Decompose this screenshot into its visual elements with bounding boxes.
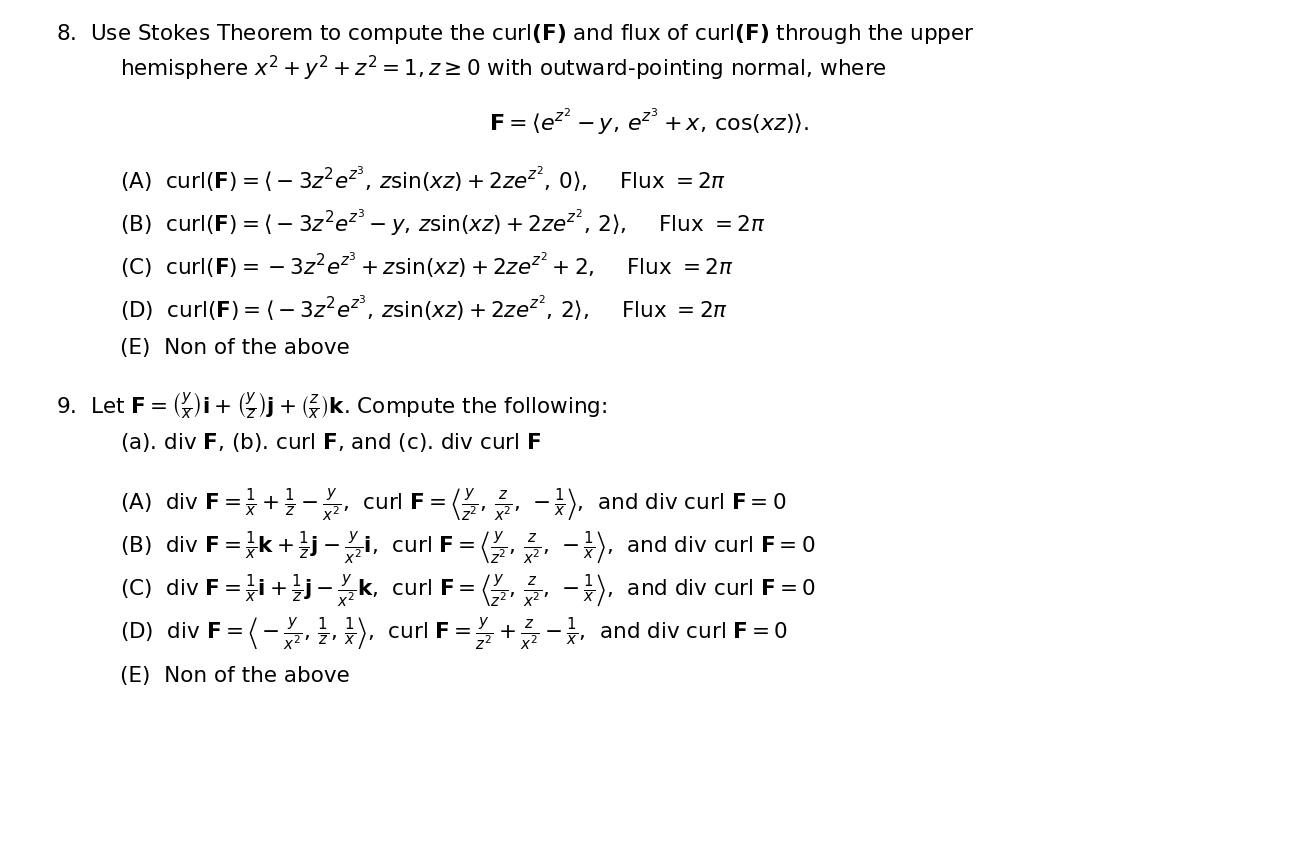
Text: (A)  div $\mathbf{F} = \frac{1}{x} + \frac{1}{z} - \frac{y}{x^2}$,  curl $\mathb: (A) div $\mathbf{F} = \frac{1}{x} + \fra… <box>121 486 787 524</box>
Text: (B)  curl$(\mathbf{F}) = \langle -3z^2 e^{z^3} - y,\, z\sin(xz) + 2ze^{z^2},\, 2: (B) curl$(\mathbf{F}) = \langle -3z^2 e^… <box>121 207 766 238</box>
Text: (D)  curl$(\mathbf{F}) = \langle -3z^2 e^{z^3},\, z\sin(xz) + 2ze^{z^2},\, 2 \ra: (D) curl$(\mathbf{F}) = \langle -3z^2 e^… <box>121 293 728 322</box>
Text: hemisphere $x^2 + y^2 + z^2 = 1, z \geq 0$ with outward-pointing normal, where: hemisphere $x^2 + y^2 + z^2 = 1, z \geq … <box>121 54 887 83</box>
Text: (A)  curl$(\mathbf{F}) = \langle -3z^2 e^{z^3},\, z\sin(xz) + 2ze^{z^2},\, 0 \ra: (A) curl$(\mathbf{F}) = \langle -3z^2 e^… <box>121 165 727 194</box>
Text: (E)  Non of the above: (E) Non of the above <box>121 338 350 359</box>
Text: (C)  curl$(\mathbf{F}) = -3z^2 e^{z^3} + z\sin(xz) + 2ze^{z^2} + 2, \quad$ Flux : (C) curl$(\mathbf{F}) = -3z^2 e^{z^3} + … <box>121 251 733 280</box>
Text: 9.  Let $\mathbf{F} = \left(\frac{y}{x}\right)\mathbf{i} + \left(\frac{y}{z}\rig: 9. Let $\mathbf{F} = \left(\frac{y}{x}\r… <box>56 391 607 422</box>
Text: (a). div $\mathbf{F}$, (b). curl $\mathbf{F}$, and (c). div curl $\mathbf{F}$: (a). div $\mathbf{F}$, (b). curl $\mathb… <box>121 431 541 454</box>
Text: 8.  Use Stokes Theorem to compute the curl$\mathbf{(F)}$ and flux of curl$\mathb: 8. Use Stokes Theorem to compute the cur… <box>56 22 975 46</box>
Text: $\mathbf{F} = \langle e^{z^2} - y,\, e^{z^3} + x,\, \cos(xz) \rangle.$: $\mathbf{F} = \langle e^{z^2} - y,\, e^{… <box>489 107 809 137</box>
Text: (E)  Non of the above: (E) Non of the above <box>121 666 350 686</box>
Text: (C)  div $\mathbf{F} = \frac{1}{x}\mathbf{i} + \frac{1}{z}\mathbf{j} - \frac{y}{: (C) div $\mathbf{F} = \frac{1}{x}\mathbf… <box>121 572 816 609</box>
Text: (D)  div $\mathbf{F} = \left\langle -\frac{y}{x^2},\, \frac{1}{z},\, \frac{1}{x}: (D) div $\mathbf{F} = \left\langle -\fra… <box>121 614 788 651</box>
Text: (B)  div $\mathbf{F} = \frac{1}{x}\mathbf{k} + \frac{1}{z}\mathbf{j} - \frac{y}{: (B) div $\mathbf{F} = \frac{1}{x}\mathbf… <box>121 529 815 566</box>
